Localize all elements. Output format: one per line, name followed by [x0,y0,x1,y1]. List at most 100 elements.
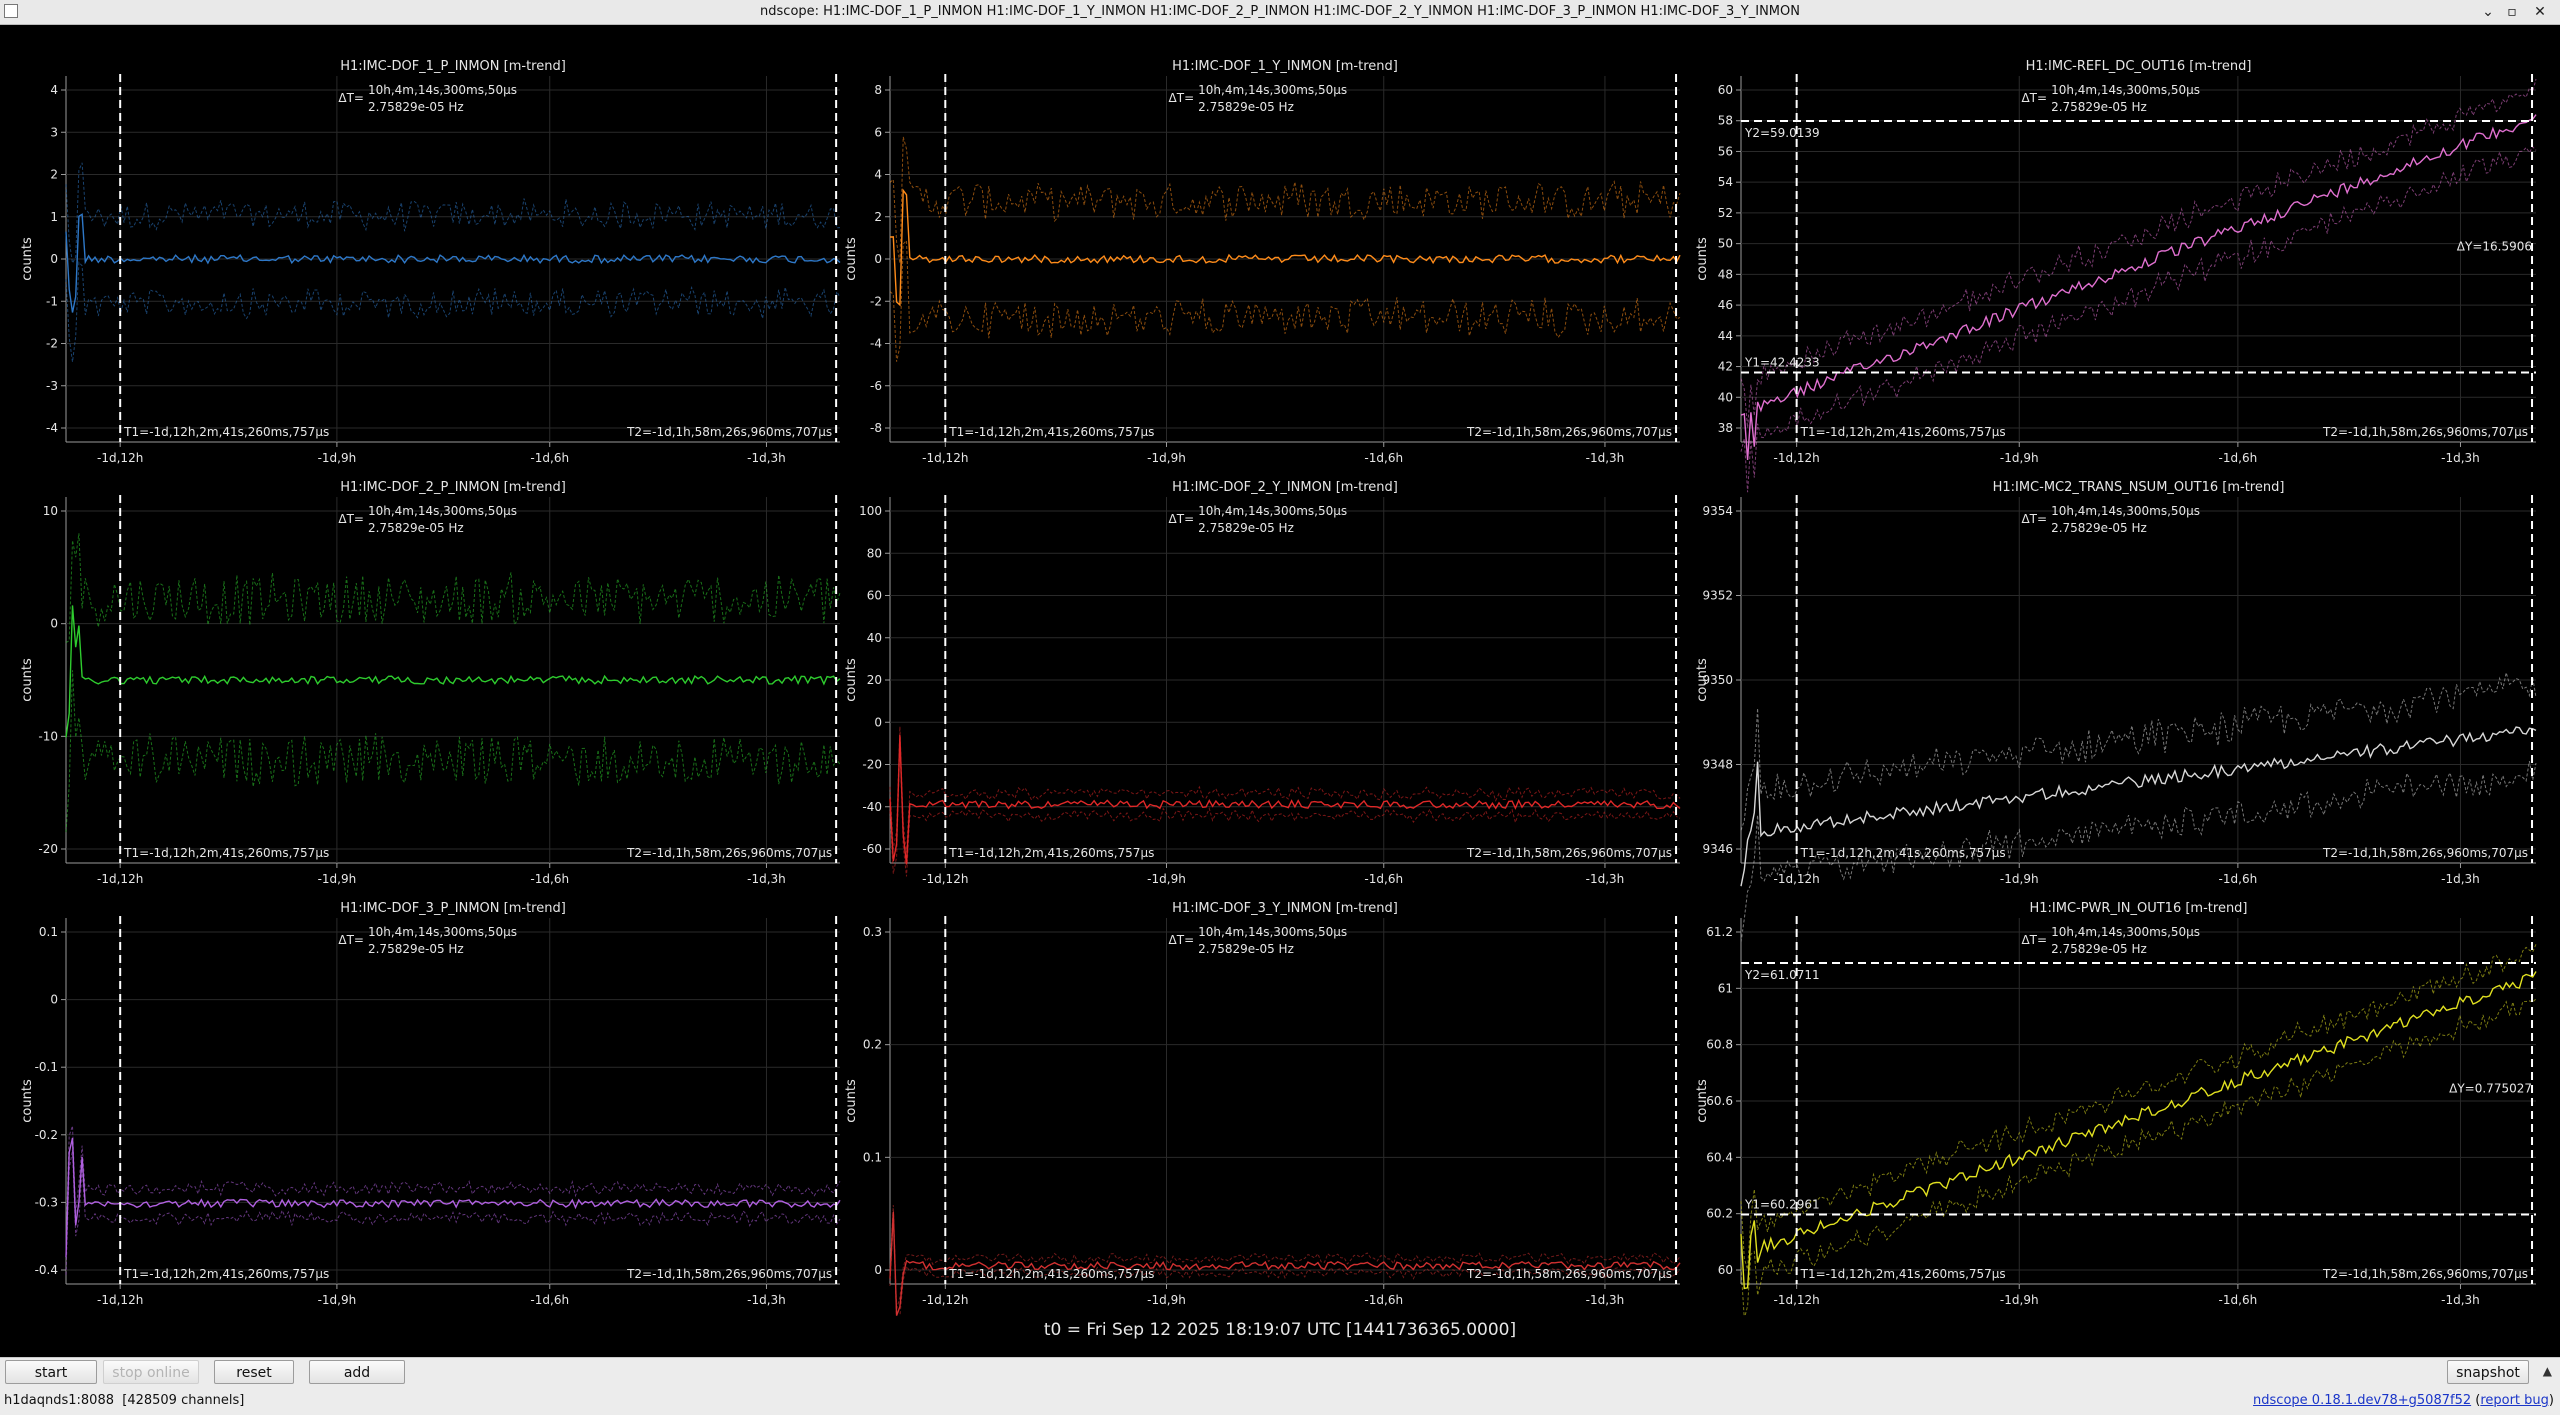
t1-cursor-label: T1=-1d,12h,2m,41s,260ms,757μs [123,846,329,860]
y-tick-label: 1 [50,210,58,224]
delta-t-value: 10h,4m,14s,300ms,50μs [368,925,517,939]
y-tick-label: 60.4 [1706,1150,1733,1164]
trace-min [1740,145,2537,493]
x-tick-label: -1d,6h [530,872,569,886]
plot-panel[interactable]: H1:IMC-PWR_IN_OUT16 [m-trend] counts 61.2 6… [1695,901,2537,1319]
x-tick-label: -1d,9h [318,451,357,465]
maximize-icon[interactable]: ▫ [2507,4,2517,20]
delta-t-label: ΔT= [2021,91,2047,105]
plot-grid[interactable]: H1:IMC-DOF_1_P_INMON [m-trend] counts 4 3 2 1… [0,26,2560,1324]
trace-mean [1740,971,2537,1290]
reset-button[interactable]: reset [214,1360,294,1384]
y-tick-label: -0.3 [35,1195,58,1209]
t2-cursor-label: T2=-1d,1h,58m,26s,960ms,707μs [626,1267,832,1281]
snapshot-button[interactable]: snapshot [2447,1360,2529,1384]
x-tick-label: -1d,9h [318,1293,357,1307]
delta-t-label: ΔT= [338,933,364,947]
trace-mean [1740,114,2537,461]
delta-t-frequency: 2.75829e-05 Hz [1198,521,1294,535]
y-tick-label: 9348 [1702,758,1733,772]
trace-mean [889,735,1681,865]
delta-t-value: 10h,4m,14s,300ms,50μs [2051,83,2200,97]
version-link[interactable]: ndscope 0.18.1.dev78+g5087f52 [2253,1393,2472,1408]
y-tick-label: -60 [862,842,882,856]
delta-t-value: 10h,4m,14s,300ms,50μs [1198,83,1347,97]
t2-cursor-label: T2=-1d,1h,58m,26s,960ms,707μs [1466,425,1672,439]
close-icon[interactable]: ✕ [2534,4,2546,20]
collapse-icon[interactable]: ▲ [2542,1364,2552,1378]
y-axis-label: counts [20,1079,35,1123]
report-bug-link[interactable]: report bug [2480,1393,2549,1408]
plot-panel[interactable]: H1:IMC-REFL_DC_OUT16 [m-trend] counts 60 58… [1695,59,2537,493]
y1-cursor-label: Y1=42.4233 [1744,355,1820,369]
t2-cursor-label: T2=-1d,1h,58m,26s,960ms,707μs [1466,846,1672,860]
plot-panel[interactable]: H1:IMC-MC2_TRANS_NSUM_OUT16 [m-trend] cou… [1695,480,2537,943]
y-tick-label: 0.1 [863,1150,882,1164]
y-tick-label: 58 [1718,114,1733,128]
delta-t-frequency: 2.75829e-05 Hz [1198,942,1294,956]
t2-cursor-label: T2=-1d,1h,58m,26s,960ms,707μs [2322,425,2528,439]
x-tick-label: -1d,6h [530,451,569,465]
y-tick-label: 20 [867,673,882,687]
y-tick-label: 0.2 [863,1038,882,1052]
y-tick-label: -4 [870,337,882,351]
y-tick-label: -2 [870,294,882,308]
t1-cursor-label: T1=-1d,12h,2m,41s,260ms,757μs [123,425,329,439]
trace-mean [889,188,1681,307]
x-tick-label: -1d,3h [2441,872,2480,886]
x-tick-label: -1d,9h [318,872,357,886]
y-tick-label: 8 [874,83,882,97]
y-tick-label: 40 [867,631,882,645]
plot-panel[interactable]: H1:IMC-DOF_1_P_INMON [m-trend] counts 4 3 2 1… [20,59,841,465]
y-tick-label: 40 [1718,390,1733,404]
y-tick-label: 9346 [1702,842,1733,856]
delta-t-label: ΔT= [1169,512,1195,526]
y-axis-label: counts [20,237,35,281]
x-tick-label: -1d,3h [747,1293,786,1307]
y-tick-label: -20 [38,842,58,856]
y-tick-label: -10 [38,729,58,743]
x-tick-label: -1d,12h [1774,1293,1820,1307]
x-tick-label: -1d,3h [747,872,786,886]
plot-panel[interactable]: H1:IMC-DOF_3_Y_INMON [m-trend] counts 0.3 0… [844,901,1681,1324]
y-tick-label: 9354 [1702,504,1733,518]
delta-y-label: ΔY=16.5906 [2457,240,2532,254]
x-tick-label: -1d,9h [1147,451,1186,465]
t2-cursor-label: T2=-1d,1h,58m,26s,960ms,707μs [626,846,832,860]
y-tick-label: 0 [50,993,58,1007]
plot-panel[interactable]: H1:IMC-DOF_2_Y_INMON [m-trend] counts 100 8… [844,480,1681,886]
plot-title: H1:IMC-REFL_DC_OUT16 [m-trend] [2026,59,2252,74]
plot-panel[interactable]: H1:IMC-DOF_2_P_INMON [m-trend] counts 10 0 -… [20,480,841,886]
y-tick-label: -0.1 [35,1060,58,1074]
x-tick-label: -1d,6h [530,1293,569,1307]
delta-t-label: ΔT= [338,512,364,526]
y-tick-label: 0.1 [39,925,58,939]
plot-panel[interactable]: H1:IMC-DOF_1_Y_INMON [m-trend] counts 8 6 4 2… [844,59,1681,465]
start-online-button[interactable]: start online [5,1360,97,1403]
y-tick-label: -0.2 [35,1128,58,1142]
delta-t-value: 10h,4m,14s,300ms,50μs [2051,504,2200,518]
trace-max [1740,672,2537,831]
x-tick-label: -1d,6h [2219,872,2258,886]
y-tick-label: -1 [46,294,58,308]
y-tick-label: 60.6 [1706,1094,1733,1108]
y-tick-label: 56 [1718,144,1733,158]
plot-title: H1:IMC-MC2_TRANS_NSUM_OUT16 [m-trend] [1993,480,2285,495]
t1-cursor-label: T1=-1d,12h,2m,41s,260ms,757μs [948,1267,1154,1281]
y-tick-label: 9350 [1702,673,1733,687]
t0-label: t0 = Fri Sep 12 2025 18:19:07 UTC [14417… [1043,1320,1517,1340]
x-tick-label: -1d,6h [2219,451,2258,465]
minimize-icon[interactable]: ⌄ [2482,4,2494,20]
plots-canvas[interactable]: H1:IMC-DOF_1_P_INMON [m-trend] counts 4 3 2 1… [0,26,2560,1324]
y-tick-label: 60.2 [1706,1207,1733,1221]
delta-t-frequency: 2.75829e-05 Hz [2051,942,2147,956]
x-tick-label: -1d,3h [2441,1293,2480,1307]
trace-mean [65,213,841,313]
y-tick-label: 9352 [1702,589,1733,603]
plot-panel[interactable]: H1:IMC-DOF_3_P_INMON [m-trend] counts 0.1 0… [20,901,841,1307]
stop-online-button[interactable]: stop online [103,1360,199,1384]
y-tick-label: 4 [50,83,58,97]
control-bar: start online stop online reset add chann… [0,1357,2560,1403]
y-tick-label: 2 [50,168,58,182]
add-channels-button[interactable]: add channels [309,1360,405,1403]
